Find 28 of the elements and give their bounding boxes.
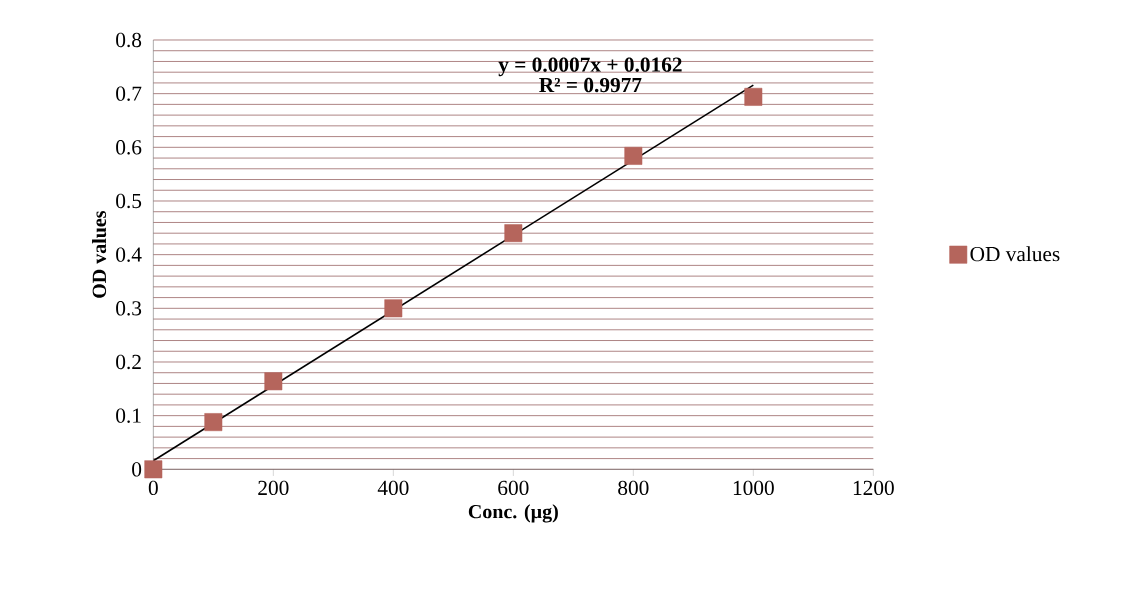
annotation: y = 0.0007x + 0.0162: [498, 57, 682, 77]
y-axis-title: OD values: [92, 210, 107, 298]
x-tick-label: 1200: [853, 480, 894, 496]
point: [384, 299, 403, 318]
y-tick-label: 0.1: [116, 408, 141, 423]
y-tick-label: 0.3: [116, 301, 142, 316]
x-tick-label: 0: [148, 480, 158, 496]
point: [204, 413, 223, 432]
y-tick-label: 0: [132, 462, 142, 477]
y-tick-label: 0.7: [116, 86, 142, 101]
y-tick-label: 0.5: [116, 193, 142, 209]
legend-label: OD values: [970, 246, 1060, 262]
point: [744, 87, 763, 106]
point: [144, 460, 163, 479]
x-tick-label: 1000: [733, 480, 774, 496]
x-tick-label: 600: [498, 480, 529, 496]
annotation: R² = 0.9977: [539, 77, 642, 93]
x-tick-label: 200: [258, 480, 289, 496]
point: [264, 372, 283, 391]
y-tick-label: 0.6: [116, 140, 142, 155]
x-tick-label: 800: [618, 480, 649, 496]
point: [624, 146, 643, 165]
x-tick-label: 400: [377, 480, 409, 496]
x-axis-title: Conc. (µg): [468, 504, 558, 523]
y-tick-label: 0.2: [116, 354, 141, 370]
point: [504, 224, 523, 243]
y-tick-label: 0.4: [116, 247, 142, 262]
y-tick-label: 0.8: [116, 32, 142, 48]
